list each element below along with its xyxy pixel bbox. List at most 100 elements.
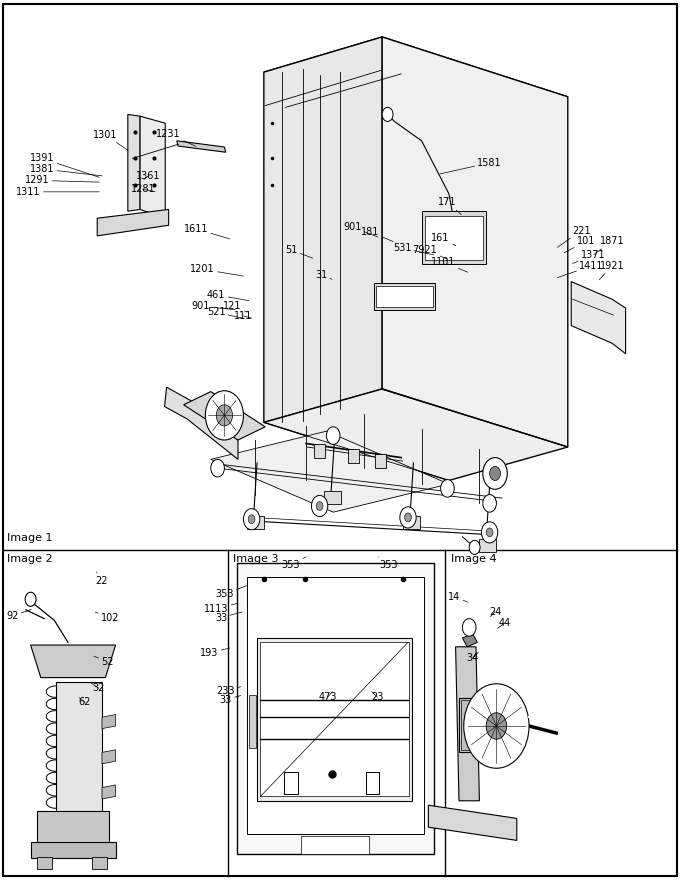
Text: 353: 353 — [215, 586, 247, 599]
Circle shape — [205, 391, 243, 440]
Circle shape — [481, 522, 498, 543]
Circle shape — [486, 528, 493, 537]
Text: 7921: 7921 — [413, 245, 447, 259]
Polygon shape — [428, 805, 517, 840]
Bar — [301, 836, 369, 854]
Polygon shape — [264, 37, 568, 132]
Bar — [56, 682, 102, 814]
Bar — [257, 638, 412, 801]
Text: 901: 901 — [343, 222, 378, 237]
Text: 33: 33 — [215, 612, 242, 623]
Text: 531: 531 — [393, 243, 434, 255]
Text: 1381: 1381 — [30, 164, 102, 176]
Bar — [374, 283, 435, 310]
Polygon shape — [264, 389, 568, 480]
Bar — [37, 811, 109, 847]
Text: 521: 521 — [207, 307, 243, 319]
Text: 1411: 1411 — [558, 260, 604, 277]
Polygon shape — [165, 387, 238, 459]
Text: 221: 221 — [558, 225, 591, 247]
Polygon shape — [31, 645, 116, 678]
Polygon shape — [571, 282, 626, 354]
Bar — [249, 695, 256, 748]
Circle shape — [382, 107, 393, 121]
Text: 161: 161 — [431, 232, 456, 246]
Circle shape — [311, 495, 328, 517]
Polygon shape — [264, 37, 382, 422]
Polygon shape — [102, 750, 116, 764]
Bar — [314, 444, 325, 458]
Bar — [461, 700, 486, 750]
Text: 1361: 1361 — [136, 171, 160, 181]
Bar — [247, 577, 424, 834]
Text: 1921: 1921 — [599, 260, 624, 280]
Bar — [324, 491, 341, 504]
Circle shape — [464, 684, 529, 768]
Text: 22: 22 — [96, 572, 108, 586]
Text: 1101: 1101 — [431, 257, 468, 272]
Text: Image 3: Image 3 — [233, 554, 279, 564]
Text: 92: 92 — [6, 610, 31, 621]
Polygon shape — [177, 141, 226, 152]
Text: 181: 181 — [361, 227, 393, 241]
Circle shape — [248, 515, 255, 524]
Polygon shape — [140, 116, 165, 218]
Circle shape — [316, 502, 323, 510]
Text: 233: 233 — [216, 686, 241, 696]
Polygon shape — [97, 209, 169, 236]
Circle shape — [486, 713, 507, 739]
Circle shape — [490, 466, 500, 480]
Polygon shape — [102, 785, 116, 799]
Bar — [260, 642, 409, 796]
Circle shape — [469, 540, 480, 554]
Text: 121: 121 — [223, 301, 247, 312]
Bar — [376, 286, 433, 307]
Text: 473: 473 — [318, 692, 337, 702]
Text: 1371: 1371 — [573, 250, 605, 263]
Text: 14: 14 — [448, 591, 468, 602]
Text: 1611: 1611 — [184, 224, 230, 239]
Text: 1291: 1291 — [25, 175, 99, 186]
Circle shape — [326, 427, 340, 444]
Bar — [37, 857, 52, 869]
Polygon shape — [456, 647, 479, 801]
Text: 24: 24 — [489, 606, 501, 617]
Circle shape — [462, 619, 476, 636]
Polygon shape — [102, 715, 116, 729]
Polygon shape — [382, 37, 568, 447]
Text: 1281: 1281 — [131, 184, 155, 194]
Text: Image 2: Image 2 — [7, 554, 52, 564]
Text: 23: 23 — [371, 692, 384, 702]
Text: 901: 901 — [191, 301, 235, 312]
Text: 111: 111 — [234, 311, 253, 321]
Text: 44: 44 — [498, 618, 511, 628]
Text: 353: 353 — [282, 557, 306, 570]
Text: 1581: 1581 — [440, 158, 502, 174]
Polygon shape — [128, 114, 140, 211]
Text: 1231: 1231 — [156, 128, 196, 146]
Text: 102: 102 — [95, 612, 120, 623]
Text: 353: 353 — [379, 557, 398, 570]
Bar — [479, 539, 496, 552]
Text: 33: 33 — [220, 694, 241, 705]
Text: 31: 31 — [315, 269, 332, 280]
Text: 62: 62 — [79, 697, 91, 708]
Bar — [403, 516, 420, 529]
Text: 1201: 1201 — [190, 264, 243, 276]
Text: 1113: 1113 — [204, 603, 238, 614]
Circle shape — [243, 509, 260, 530]
Bar — [422, 211, 486, 264]
Bar — [237, 563, 434, 854]
Circle shape — [483, 458, 507, 489]
Text: 1871: 1871 — [594, 236, 624, 254]
Text: 52: 52 — [94, 656, 114, 667]
Circle shape — [483, 495, 496, 512]
Bar — [375, 454, 386, 468]
Bar — [31, 842, 116, 858]
Text: 51: 51 — [285, 245, 313, 258]
Text: 171: 171 — [438, 197, 461, 215]
Polygon shape — [211, 431, 449, 512]
Text: 101: 101 — [564, 236, 596, 253]
Text: 193: 193 — [200, 648, 230, 658]
Text: 461: 461 — [207, 290, 249, 301]
